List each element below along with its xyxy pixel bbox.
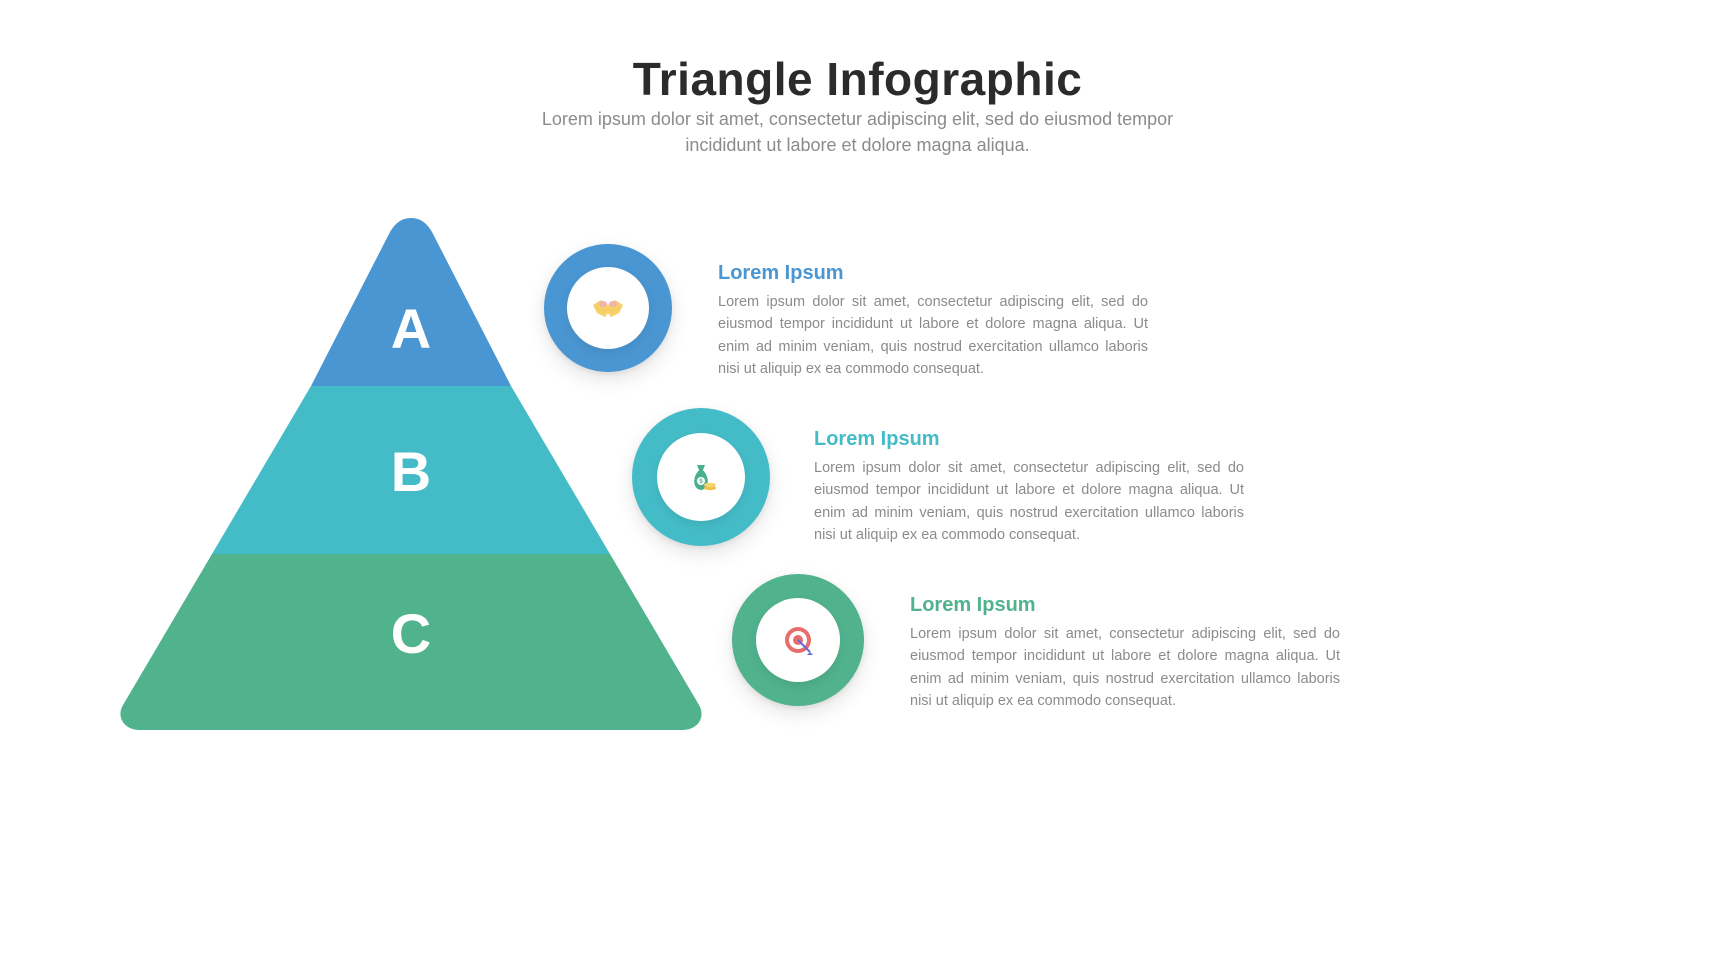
pyramid-letter-b: B <box>391 440 431 503</box>
bullet-ring-c <box>732 574 864 706</box>
bullet-ring-a <box>544 244 672 372</box>
item-b-text: Lorem Ipsum Lorem ipsum dolor sit amet, … <box>814 428 1244 547</box>
pyramid-letter-a: A <box>391 297 431 360</box>
page-title: Triangle Infographic <box>633 52 1083 106</box>
bullet-inner-c <box>756 598 840 682</box>
bullet-inner-b: $ <box>657 433 745 521</box>
infographic-stage: Triangle Infographic Lorem ipsum dolor s… <box>0 0 1715 980</box>
item-c-title: Lorem Ipsum <box>910 594 1340 617</box>
target-icon <box>780 622 816 658</box>
item-b-title: Lorem Ipsum <box>814 428 1244 451</box>
item-a-text: Lorem Ipsum Lorem ipsum dolor sit amet, … <box>718 262 1148 381</box>
item-b-body: Lorem ipsum dolor sit amet, consectetur … <box>814 457 1244 547</box>
bullet-ring-b: $ <box>632 408 770 546</box>
item-c-body: Lorem ipsum dolor sit amet, consectetur … <box>910 623 1340 713</box>
handshake-icon <box>589 293 627 323</box>
bullet-inner-a <box>567 267 649 349</box>
item-a-title: Lorem Ipsum <box>718 262 1148 285</box>
pyramid-letter-c: C <box>391 602 431 665</box>
page-subtitle: Lorem ipsum dolor sit amet, consectetur … <box>538 106 1178 158</box>
item-c-text: Lorem Ipsum Lorem ipsum dolor sit amet, … <box>910 594 1340 713</box>
money-bag-icon: $ <box>684 459 718 495</box>
item-a-body: Lorem ipsum dolor sit amet, consectetur … <box>718 291 1148 381</box>
